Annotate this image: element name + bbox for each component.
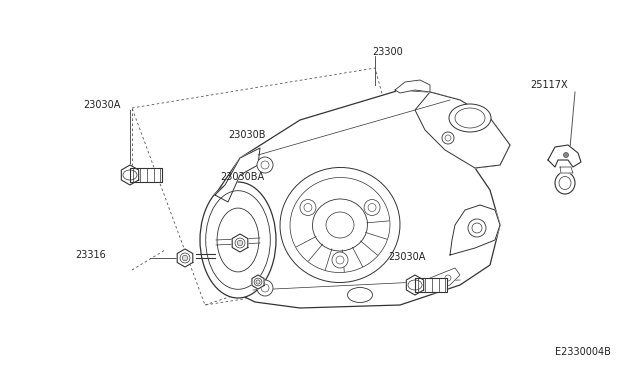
Polygon shape <box>548 145 581 167</box>
Text: 23030B: 23030B <box>228 130 266 140</box>
Polygon shape <box>395 80 430 93</box>
Polygon shape <box>177 249 193 267</box>
Polygon shape <box>215 148 260 202</box>
Text: 25117X: 25117X <box>530 80 568 90</box>
Circle shape <box>257 157 273 173</box>
Circle shape <box>182 255 188 261</box>
Polygon shape <box>122 165 139 185</box>
Text: 23030BA: 23030BA <box>220 172 264 182</box>
Polygon shape <box>430 268 460 290</box>
Polygon shape <box>560 167 573 173</box>
Polygon shape <box>252 275 264 289</box>
Polygon shape <box>130 168 162 182</box>
Circle shape <box>442 132 454 144</box>
Circle shape <box>563 153 568 157</box>
Circle shape <box>257 280 273 296</box>
Circle shape <box>256 280 260 284</box>
Polygon shape <box>232 234 248 252</box>
Ellipse shape <box>555 172 575 194</box>
Polygon shape <box>415 278 447 292</box>
Ellipse shape <box>449 104 491 132</box>
Polygon shape <box>406 275 424 295</box>
Ellipse shape <box>332 252 348 268</box>
Polygon shape <box>450 205 500 255</box>
Text: 23300: 23300 <box>372 47 403 57</box>
Ellipse shape <box>348 288 372 302</box>
Text: 23030A: 23030A <box>83 100 120 110</box>
Text: 23030A: 23030A <box>388 252 426 262</box>
Circle shape <box>468 219 486 237</box>
Polygon shape <box>415 92 510 168</box>
Text: E2330004B: E2330004B <box>555 347 611 357</box>
Ellipse shape <box>300 199 316 215</box>
Ellipse shape <box>200 182 276 298</box>
Polygon shape <box>215 90 510 308</box>
Circle shape <box>237 240 243 246</box>
Ellipse shape <box>312 199 367 251</box>
Circle shape <box>442 272 454 284</box>
Ellipse shape <box>364 199 380 215</box>
Text: 23316: 23316 <box>75 250 106 260</box>
